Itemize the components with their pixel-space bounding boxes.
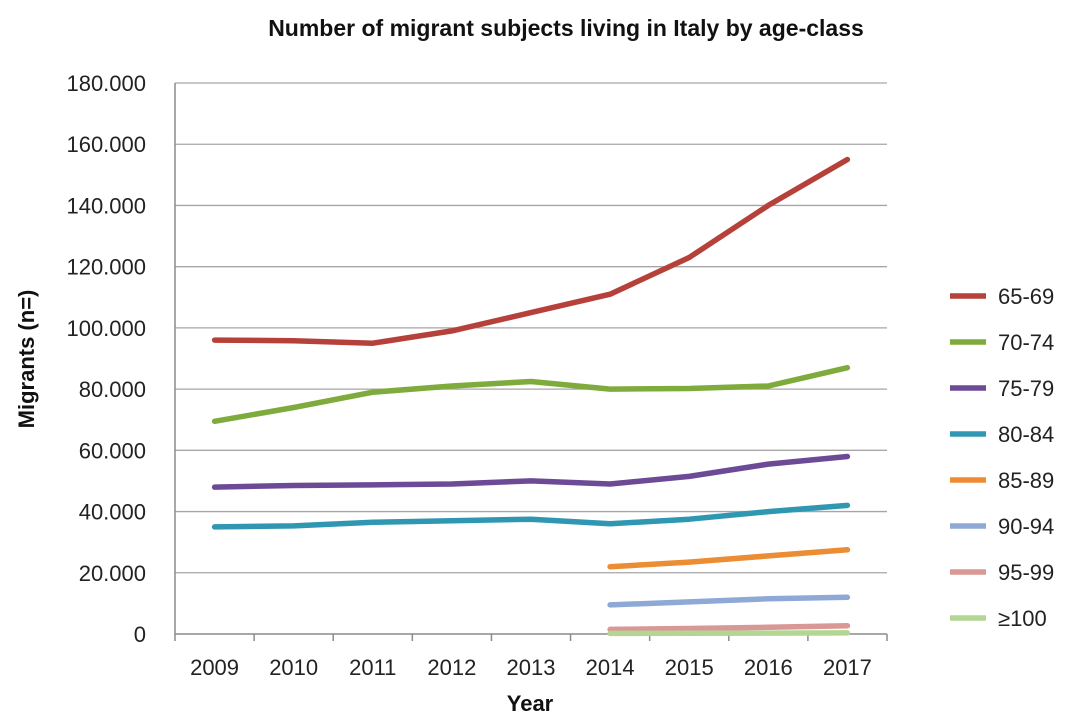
series-line-70-74 <box>211 364 851 425</box>
series-line-65-69 <box>211 156 851 346</box>
series-line-75-79 <box>211 453 851 490</box>
series-lines <box>211 156 851 637</box>
x-axis-label: Year <box>507 691 554 713</box>
chart-title: Number of migrant subjects living in Ita… <box>268 15 864 41</box>
x-tick-label: 2017 <box>823 655 872 680</box>
legend-label: 90-94 <box>998 514 1054 539</box>
x-tick-label: 2015 <box>665 655 714 680</box>
legend: 65-69 70-74 75-79 80-84 85-89 90-94 95-99 ≥100 <box>950 284 1054 631</box>
y-tick-label: 120.000 <box>66 255 146 280</box>
x-tick-label: 2012 <box>427 655 476 680</box>
legend-label: 75-79 <box>998 376 1054 401</box>
x-tick-label: 2011 <box>349 655 396 680</box>
y-tick-label: 80.000 <box>79 377 146 402</box>
y-axis-label: Migrants (n=) <box>14 290 39 429</box>
y-tick-label: 140.000 <box>66 193 146 218</box>
y-tick-label: 20.000 <box>79 561 146 586</box>
x-tick-label: 2013 <box>507 655 556 680</box>
series-line-≥100 <box>607 630 851 637</box>
x-tick-label: 2009 <box>190 655 239 680</box>
y-tick-label: 40.000 <box>79 500 146 525</box>
series-line-85-89 <box>607 547 851 570</box>
legend-label: 80-84 <box>998 422 1054 447</box>
x-tick-label: 2016 <box>744 655 793 680</box>
x-axis-ticks: 2009 2010 2011 2012 2013 2014 2015 2016 2017 <box>190 655 872 680</box>
y-tick-label: 160.000 <box>66 132 146 157</box>
legend-label: 95-99 <box>998 560 1054 585</box>
series-line-90-94 <box>607 594 851 608</box>
legend-label: 85-89 <box>998 468 1054 493</box>
x-tick-label: 2014 <box>586 655 635 680</box>
legend-label: 70-74 <box>998 330 1054 355</box>
y-tick-label: 60.000 <box>79 438 146 463</box>
y-tick-label: 100.000 <box>66 316 146 341</box>
legend-label: 65-69 <box>998 284 1054 309</box>
y-axis-ticks: 0 20.000 40.000 60.000 80.000 100.000 120.000 1… <box>66 71 146 647</box>
y-tick-label: 0 <box>134 622 146 647</box>
x-tick-label: 2010 <box>269 655 318 680</box>
gridlines <box>175 82 887 574</box>
series-line-95-99 <box>607 622 851 633</box>
y-tick-label: 180.000 <box>66 71 146 96</box>
legend-label: ≥100 <box>998 606 1047 631</box>
series-line-80-84 <box>211 502 851 530</box>
